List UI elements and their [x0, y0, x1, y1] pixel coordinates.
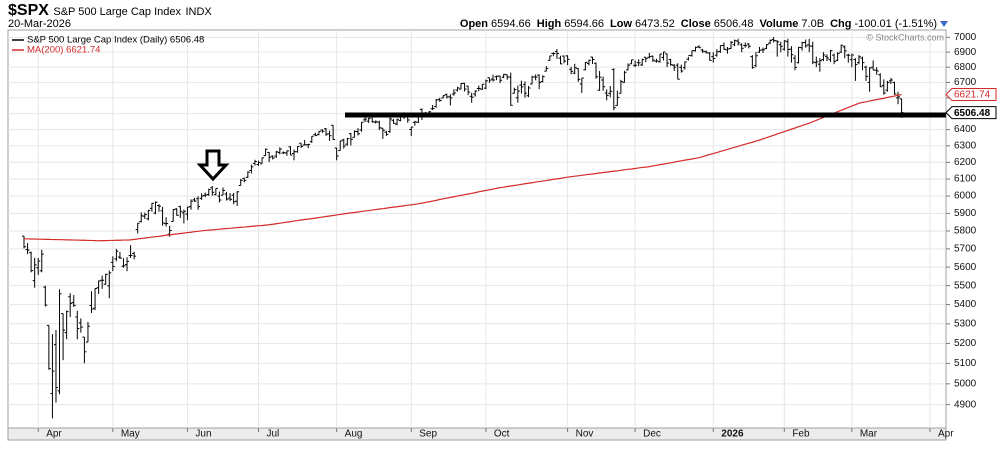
x-tick-label: Nov: [576, 429, 594, 440]
quote-value: -100.01 (-1.51%): [854, 18, 937, 30]
x-tick-label: Mar: [860, 429, 878, 440]
quote-value: 7.0B: [801, 18, 825, 30]
y-tick-label: 6800: [954, 62, 977, 73]
x-tick-label: Dec: [643, 429, 661, 440]
value-tag: [945, 88, 997, 102]
legend-label: MA(200) 6621.74: [27, 45, 100, 56]
y-tick-label: 5200: [954, 338, 977, 349]
legend-label: S&P 500 Large Cap Index (Daily) 6506.48: [27, 35, 204, 46]
x-tick-label: Jun: [195, 429, 211, 440]
x-tick-label: Apr: [46, 429, 62, 440]
quote-value: 6594.66: [564, 18, 604, 30]
ma-line: [24, 93, 902, 242]
x-tick-label: Oct: [494, 429, 510, 440]
quote-label: Open: [459, 18, 489, 30]
quote: Open 6594.66 High 6594.66 Low 6473.52 Close 650…: [454, 18, 948, 30]
arrow: [196, 149, 230, 182]
quote-label: Close: [680, 18, 711, 30]
y-tick-label: 5000: [954, 378, 977, 389]
marks: [22, 37, 904, 419]
y-tick-label: 5700: [954, 244, 977, 255]
x-tick-label: Aug: [345, 429, 363, 440]
header: $SPX S&P 500 Large Cap Index INDX: [8, 2, 212, 20]
y-tick-label: 5600: [954, 262, 977, 273]
x-tick-label: Jul: [266, 429, 279, 440]
value-tag-label: 6506.48: [954, 108, 991, 119]
y-tick-label: 5800: [954, 226, 977, 237]
y-tick-label: 4900: [954, 399, 977, 410]
description: S&P 500 Large Cap Index: [53, 6, 181, 18]
date: 20-Mar-2026: [8, 18, 71, 30]
menu-icon[interactable]: [940, 21, 948, 27]
y-tick-label: 5400: [954, 299, 977, 310]
y-tick-label: 5300: [954, 318, 977, 329]
copyright: © StockCharts.com: [866, 32, 944, 42]
x-tick-label: Apr: [938, 429, 954, 440]
exchange: INDX: [185, 6, 212, 18]
quote-value: 6506.48: [713, 18, 754, 30]
y-tick-label: 6000: [954, 191, 977, 202]
quote-label: Chg: [830, 18, 852, 30]
quote-label: Volume: [759, 18, 799, 30]
y-tick-label: 6900: [954, 47, 977, 58]
symbol: $SPX: [8, 2, 49, 19]
quote-value: 6594.66: [491, 18, 531, 30]
y-tick-label: 6400: [954, 124, 977, 135]
y-tick-label: 6200: [954, 157, 977, 168]
y-tick-label: 5500: [954, 280, 977, 291]
y-tick-label: 5100: [954, 358, 977, 369]
x-tick-label: May: [121, 429, 140, 440]
x-tick-label: Feb: [792, 429, 810, 440]
y-tick-label: 5900: [954, 208, 977, 219]
value-tag-label: 6621.74: [954, 90, 991, 101]
x-tick-label: 2026: [721, 429, 744, 440]
quote-label: Low: [610, 18, 632, 30]
quote-value: 6473.52: [635, 18, 675, 30]
value-tag: [945, 106, 997, 120]
quote-label: High: [536, 18, 562, 30]
x-axis-strip: [7, 427, 947, 441]
y-tick-label: 7000: [954, 32, 977, 43]
y-tick-label: 6300: [954, 140, 977, 151]
y-tick-label: 6700: [954, 77, 977, 88]
x-tick-label: Sep: [419, 429, 437, 440]
y-tick-label: 6100: [954, 174, 977, 185]
